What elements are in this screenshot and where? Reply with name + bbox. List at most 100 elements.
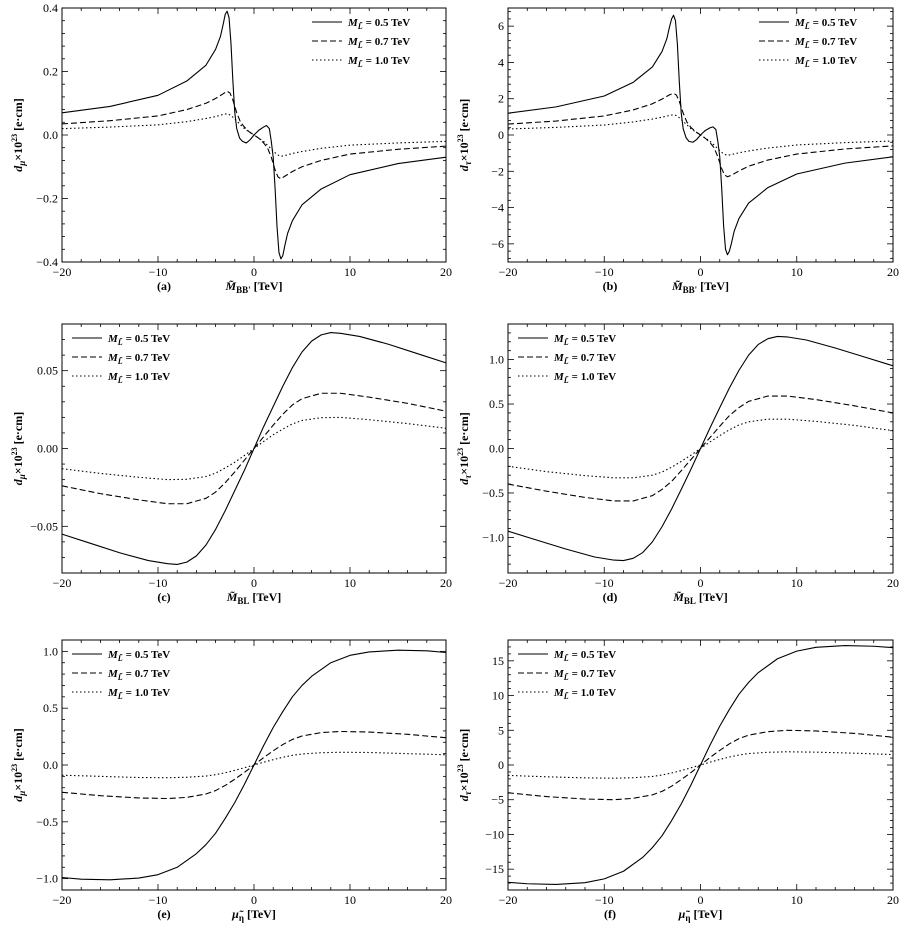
x-tick-label: 0 [251,576,257,590]
y-tick-label: −0.5 [36,815,58,829]
legend-subscript: L̃ [117,357,123,366]
legend-subscript: L̃ [117,338,123,347]
legend-subscript: L̃ [117,376,123,385]
legend-symbol: M [794,17,806,29]
legend-entry: ML̃ = 1.0 TeV [347,55,410,69]
legend-subscript: L̃ [563,692,569,701]
legend-symbol: M [553,649,565,661]
legend-symbol: M [107,371,119,383]
x-tick-label: 10 [344,893,356,907]
y-tick-label: 0.4 [43,1,58,15]
legend-symbol: M [794,36,806,48]
series-line-dashed [61,90,447,180]
legend-subscript: L̃ [117,692,123,701]
y-axis-label: dμ×1023 [e·cm] [10,412,27,486]
x-tick-label: −20 [499,265,518,279]
legend-entry: ML̃ = 0.5 TeV [107,333,170,347]
x-tick-label: 10 [344,576,356,590]
y-tick-label: −4 [491,201,504,215]
x-tick-label: −20 [53,893,72,907]
series-line-dotted [507,751,894,779]
legend-value: = 1.0 TeV [572,687,617,699]
y-tick-label: 10 [492,689,504,703]
legend-entry: ML̃ = 0.7 TeV [553,352,616,366]
x-tick-label: 0 [251,265,257,279]
y-tick-label: −0.4 [36,255,58,269]
x-tick-label: −20 [499,576,518,590]
legend-value: = 0.5 TeV [572,649,617,661]
legend-subscript: L̃ [357,22,363,31]
legend-value: = 1.0 TeV [126,687,171,699]
chart-panel-4: −20 −10 0 10 20−1.0−0.50.00.51.0ML̃ = 0.5 TeV… [456,323,899,606]
y-tick-label: −10 [485,827,504,841]
legend-value: = 0.7 TeV [126,668,171,680]
y-tick-label: 15 [492,654,504,668]
legend-symbol: M [107,687,119,699]
legend-symbol: M [347,36,359,48]
x-axis-label: M̃BB' [TeV] [224,279,282,295]
legend-subscript: L̃ [563,338,569,347]
legend-entry: ML̃ = 1.0 TeV [107,371,170,385]
y-tick-label: 0.5 [43,701,58,715]
legend-entry: ML̃ = 1.0 TeV [107,687,170,701]
legend-symbol: M [553,352,565,364]
y-axis-label: dμ×1023 [e·cm] [10,728,27,802]
legend-subscript: L̃ [804,22,810,31]
x-tick-label: −10 [149,576,168,590]
series-line-dashed [507,395,894,502]
panel-label: (a) [157,279,171,293]
legend-value: = 0.7 TeV [572,352,617,364]
y-tick-label: 0 [498,128,504,142]
legend-symbol: M [553,371,565,383]
x-tick-label: 0 [698,893,704,907]
series-line-dashed [507,729,894,801]
y-axis-label: dτ×1023 [e·cm] [456,729,473,802]
panel-label: (c) [157,590,170,604]
legend-symbol: M [107,649,119,661]
legend-value: = 0.5 TeV [126,333,171,345]
x-tick-label: −20 [499,893,518,907]
legend-entry: ML̃ = 0.5 TeV [794,17,857,31]
y-tick-label: 5 [498,723,504,737]
y-axis-label: dτ×1023 [e·cm] [456,412,473,485]
legend-subscript: L̃ [117,673,123,682]
legend-value: = 1.0 TeV [126,371,171,383]
chart-panel-5: −20 −10 0 10 20−1.0−0.50.00.51.0 ML̃ = 0.5 TeV… [10,639,452,923]
x-tick-label: 20 [440,893,452,907]
x-axis-label: M̃BL [TeV] [226,590,282,606]
legend-symbol: M [794,55,806,67]
x-tick-label: 20 [440,576,452,590]
panel-label: (d) [603,590,618,604]
y-tick-label: −0.05 [30,519,58,533]
series-line-dashed [61,392,447,505]
y-tick-label: −0.2 [36,192,58,206]
y-tick-label: −6 [491,237,504,251]
legend-value: = 0.7 TeV [126,352,171,364]
x-tick-label: −10 [595,893,614,907]
legend-value: = 0.7 TeV [813,36,858,48]
x-tick-label: 20 [440,265,452,279]
legend-entry: ML̃ = 1.0 TeV [794,55,857,69]
x-tick-label: 10 [791,576,803,590]
series-line-dotted [61,416,447,481]
x-axis-label: μ̃η [TeV] [678,907,723,923]
legend-subscript: L̃ [563,673,569,682]
y-tick-label: 6 [498,19,504,33]
legend-symbol: M [107,333,119,345]
legend-entry: ML̃ = 0.5 TeV [347,17,410,31]
legend-value: = 1.0 TeV [813,55,858,67]
panel-label: (e) [157,907,170,921]
chart-panel-1: −20 −10 0 10 20−0.4−0.20.00.20.4ML̃ = 0.5 TeV… [10,1,452,295]
legend-symbol: M [553,333,565,345]
legend-symbol: M [553,668,565,680]
x-tick-label: 0 [251,893,257,907]
legend-symbol: M [107,352,119,364]
y-tick-label: 0.0 [43,128,58,142]
x-tick-label: −20 [53,265,72,279]
legend-entry: ML̃ = 0.7 TeV [107,352,170,366]
x-tick-label: −20 [53,576,72,590]
series-line-dotted [61,113,447,157]
